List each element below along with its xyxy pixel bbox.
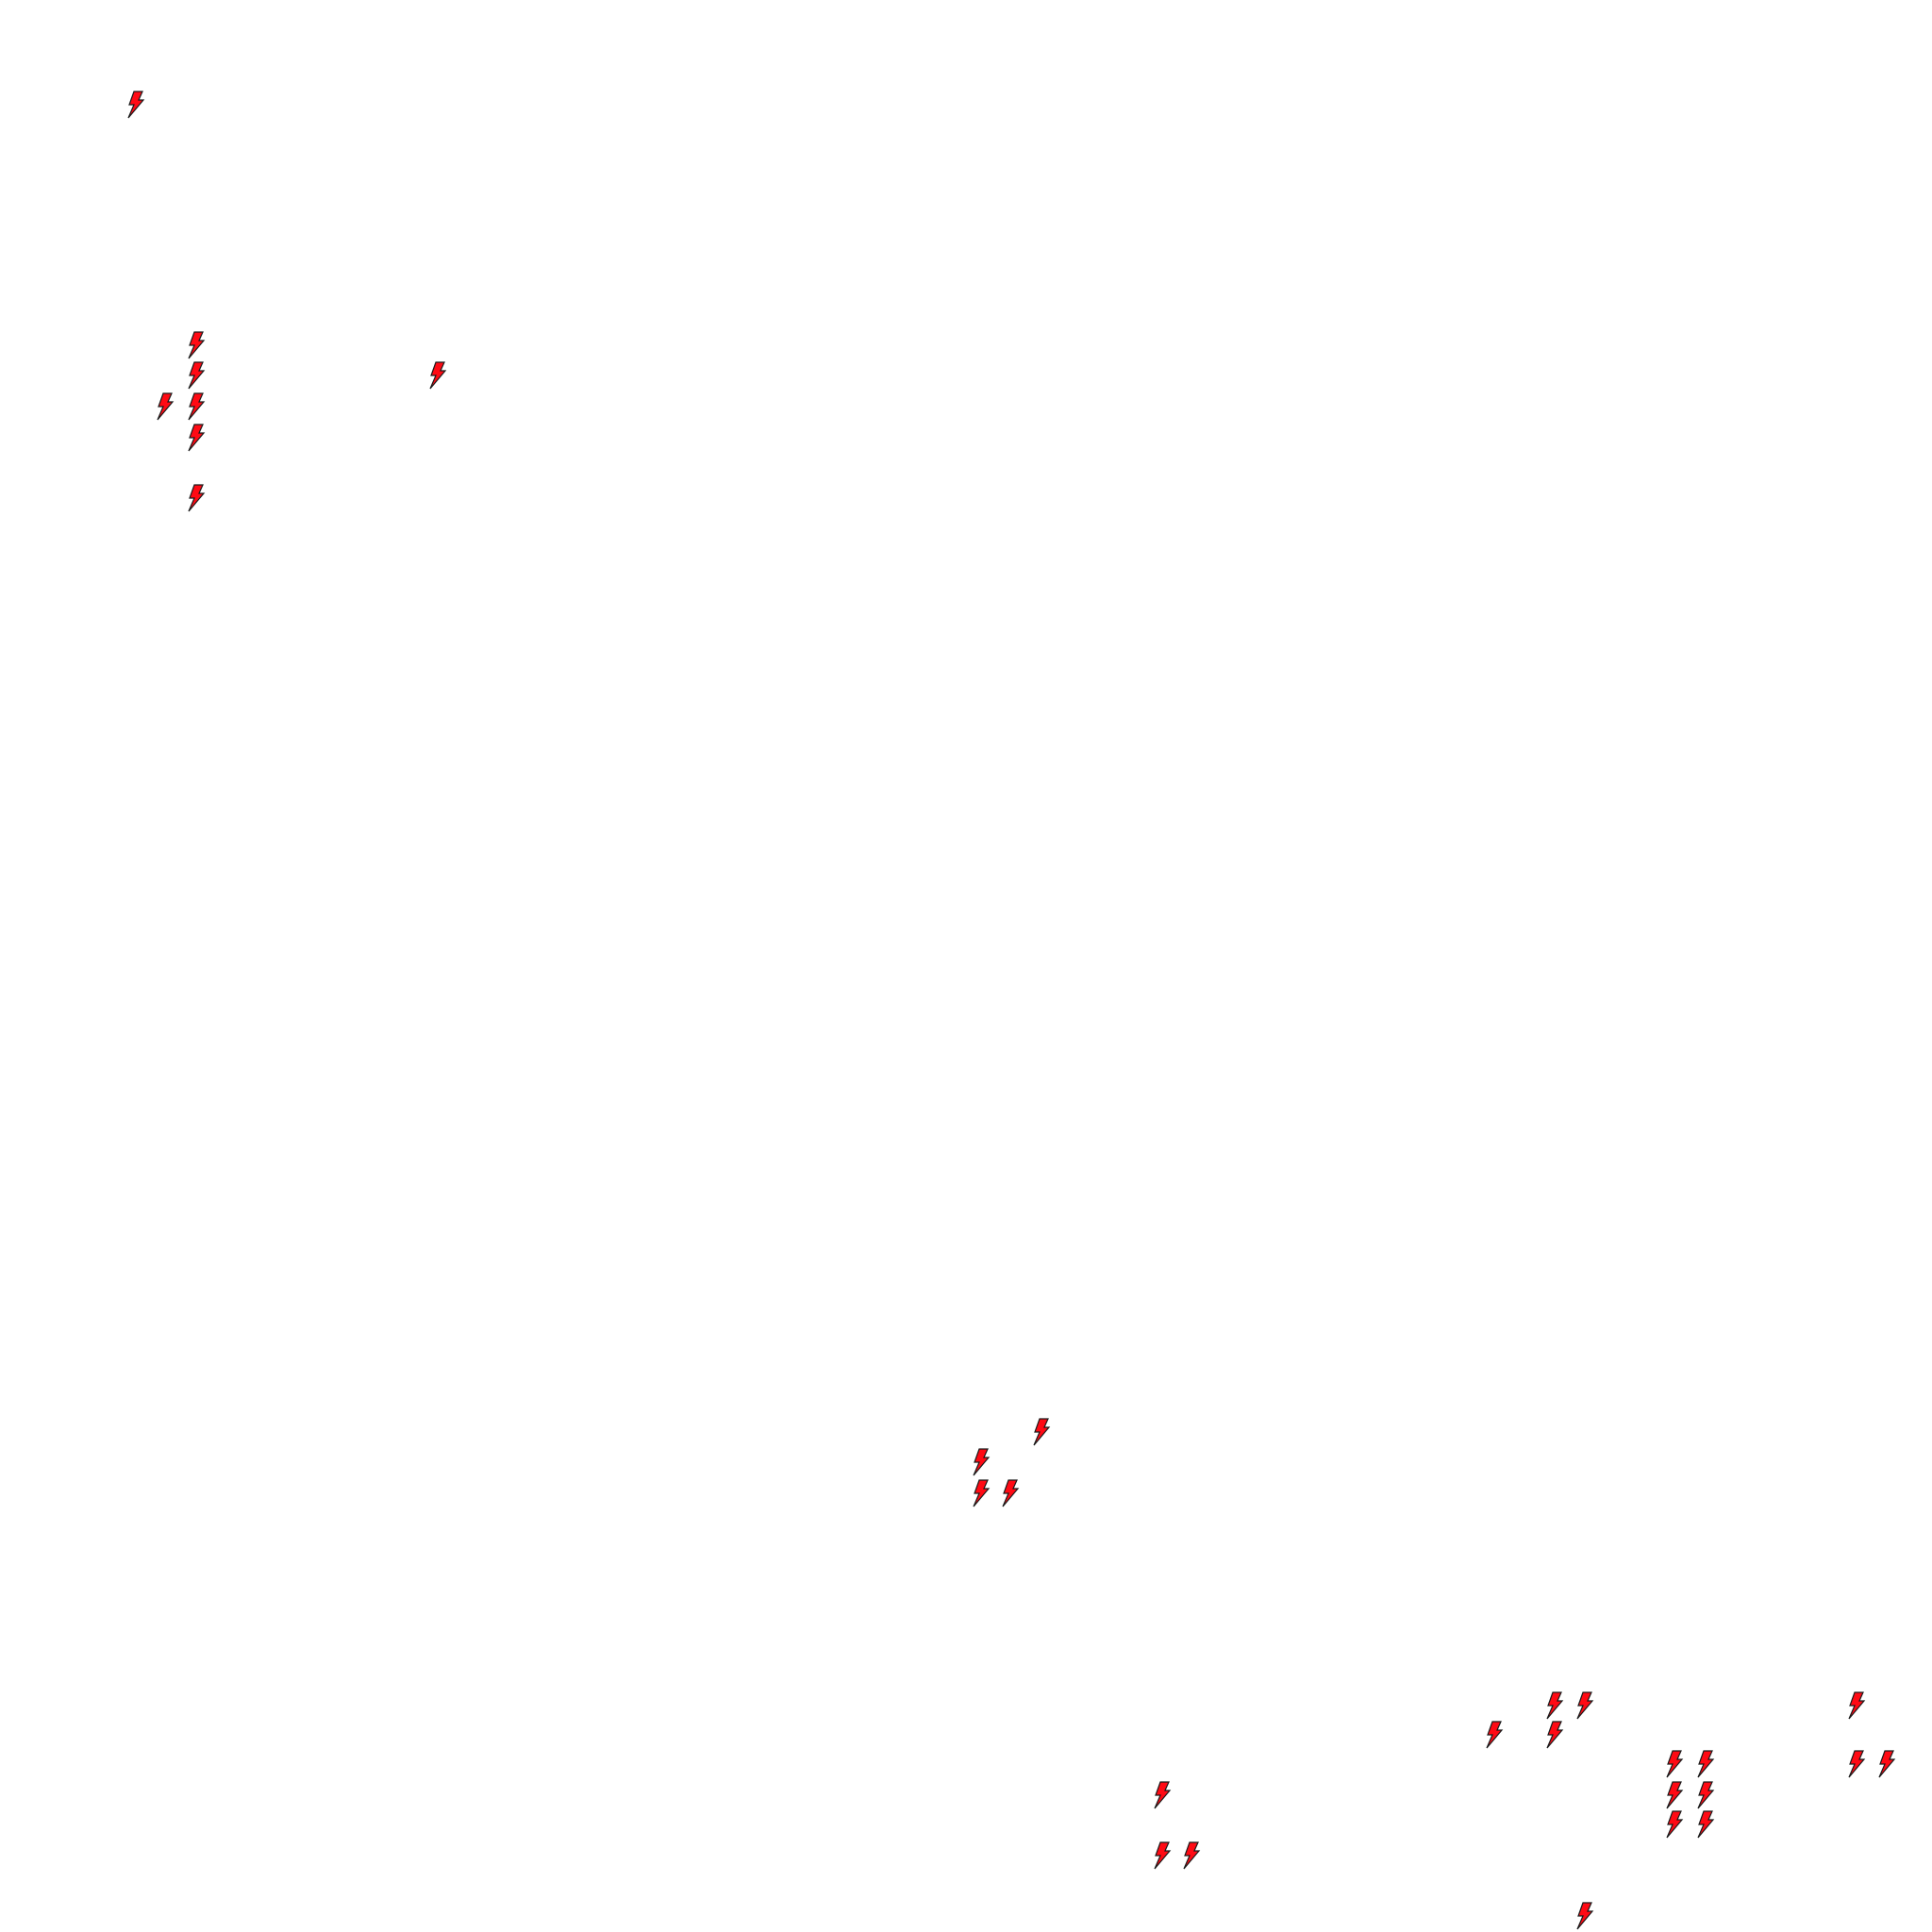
lightning-bolt-icon[interactable]	[1665, 1750, 1684, 1778]
lightning-bolt-icon[interactable]	[972, 1448, 991, 1476]
lightning-bolt-icon[interactable]	[1001, 1479, 1020, 1507]
lightning-bolt-icon[interactable]	[1182, 1841, 1201, 1870]
lightning-bolt-icon[interactable]	[1575, 1691, 1594, 1720]
lightning-bolt-icon[interactable]	[187, 392, 206, 421]
lightning-bolt-icon[interactable]	[1575, 1902, 1594, 1930]
lightning-bolt-icon[interactable]	[1032, 1418, 1051, 1446]
lightning-bolt-icon[interactable]	[1847, 1750, 1866, 1778]
lightning-bolt-icon[interactable]	[126, 91, 145, 119]
lightning-bolt-icon[interactable]	[1696, 1781, 1715, 1809]
lightning-bolt-icon[interactable]	[1696, 1750, 1715, 1778]
lightning-bolt-icon[interactable]	[187, 484, 206, 512]
lightning-bolt-icon[interactable]	[187, 424, 206, 452]
lightning-bolt-icon[interactable]	[1545, 1691, 1564, 1720]
lightning-bolt-icon[interactable]	[1847, 1691, 1866, 1720]
lightning-bolt-icon[interactable]	[428, 361, 447, 390]
lightning-bolt-icon[interactable]	[1545, 1721, 1564, 1749]
lightning-bolt-icon[interactable]	[1153, 1781, 1172, 1809]
lightning-bolt-icon[interactable]	[1153, 1841, 1172, 1870]
lightning-bolt-icon[interactable]	[1696, 1810, 1715, 1839]
lightning-bolt-icon[interactable]	[187, 331, 206, 359]
lightning-bolt-icon[interactable]	[1665, 1810, 1684, 1839]
lightning-bolt-icon[interactable]	[1877, 1750, 1896, 1778]
lightning-bolt-icon[interactable]	[1485, 1721, 1504, 1749]
lightning-bolt-icon[interactable]	[156, 392, 175, 421]
lightning-bolt-icon[interactable]	[1665, 1781, 1684, 1809]
lightning-bolt-icon[interactable]	[187, 361, 206, 390]
lightning-bolt-icon[interactable]	[972, 1479, 991, 1507]
